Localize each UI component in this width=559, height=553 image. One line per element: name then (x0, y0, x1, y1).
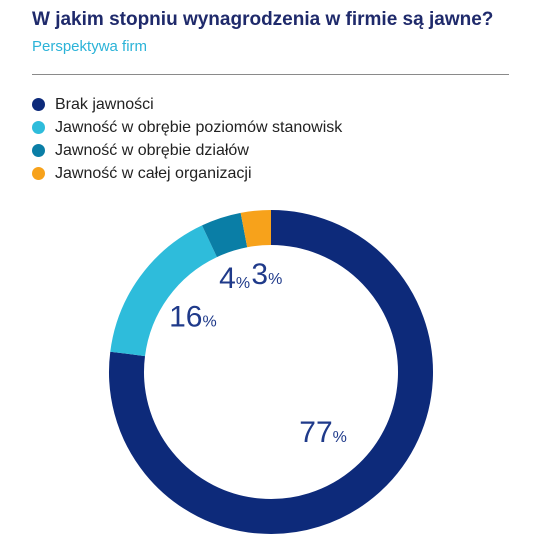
legend-swatch (32, 121, 45, 134)
legend-item-cala-organizacja: Jawność w całej organizacji (32, 162, 342, 185)
chart-subtitle: Perspektywa firm (32, 38, 148, 55)
legend-swatch (32, 98, 45, 111)
legend-swatch (32, 144, 45, 157)
legend-swatch (32, 167, 45, 180)
legend: Brak jawności Jawność w obrębie poziomów… (32, 93, 342, 185)
donut-slice-brak-jawnosci (109, 210, 433, 534)
data-label-dzialy: 4% (219, 262, 250, 295)
data-label-brak-jawnosci: 77% (299, 416, 347, 449)
divider (32, 74, 509, 75)
legend-label: Brak jawności (55, 95, 154, 113)
legend-item-brak-jawnosci: Brak jawności (32, 93, 342, 116)
legend-item-dzialy: Jawność w obrębie działów (32, 139, 342, 162)
donut-slice-dzialy (202, 212, 248, 258)
donut-slice-poziomy-stanowisk (110, 225, 218, 357)
data-label-poziomy-stanowisk: 16% (169, 300, 217, 333)
donut-slice-cala-organizacja (240, 210, 272, 248)
data-label-cala-organizacja: 3% (251, 258, 282, 291)
legend-item-poziomy-stanowisk: Jawność w obrębie poziomów stanowisk (32, 116, 342, 139)
legend-label: Jawność w obrębie poziomów stanowisk (55, 118, 343, 136)
chart-title: W jakim stopniu wynagrodzenia w firmie s… (32, 9, 494, 30)
legend-label: Jawność w obrębie działów (55, 141, 249, 159)
legend-label: Jawność w całej organizacji (55, 164, 252, 182)
